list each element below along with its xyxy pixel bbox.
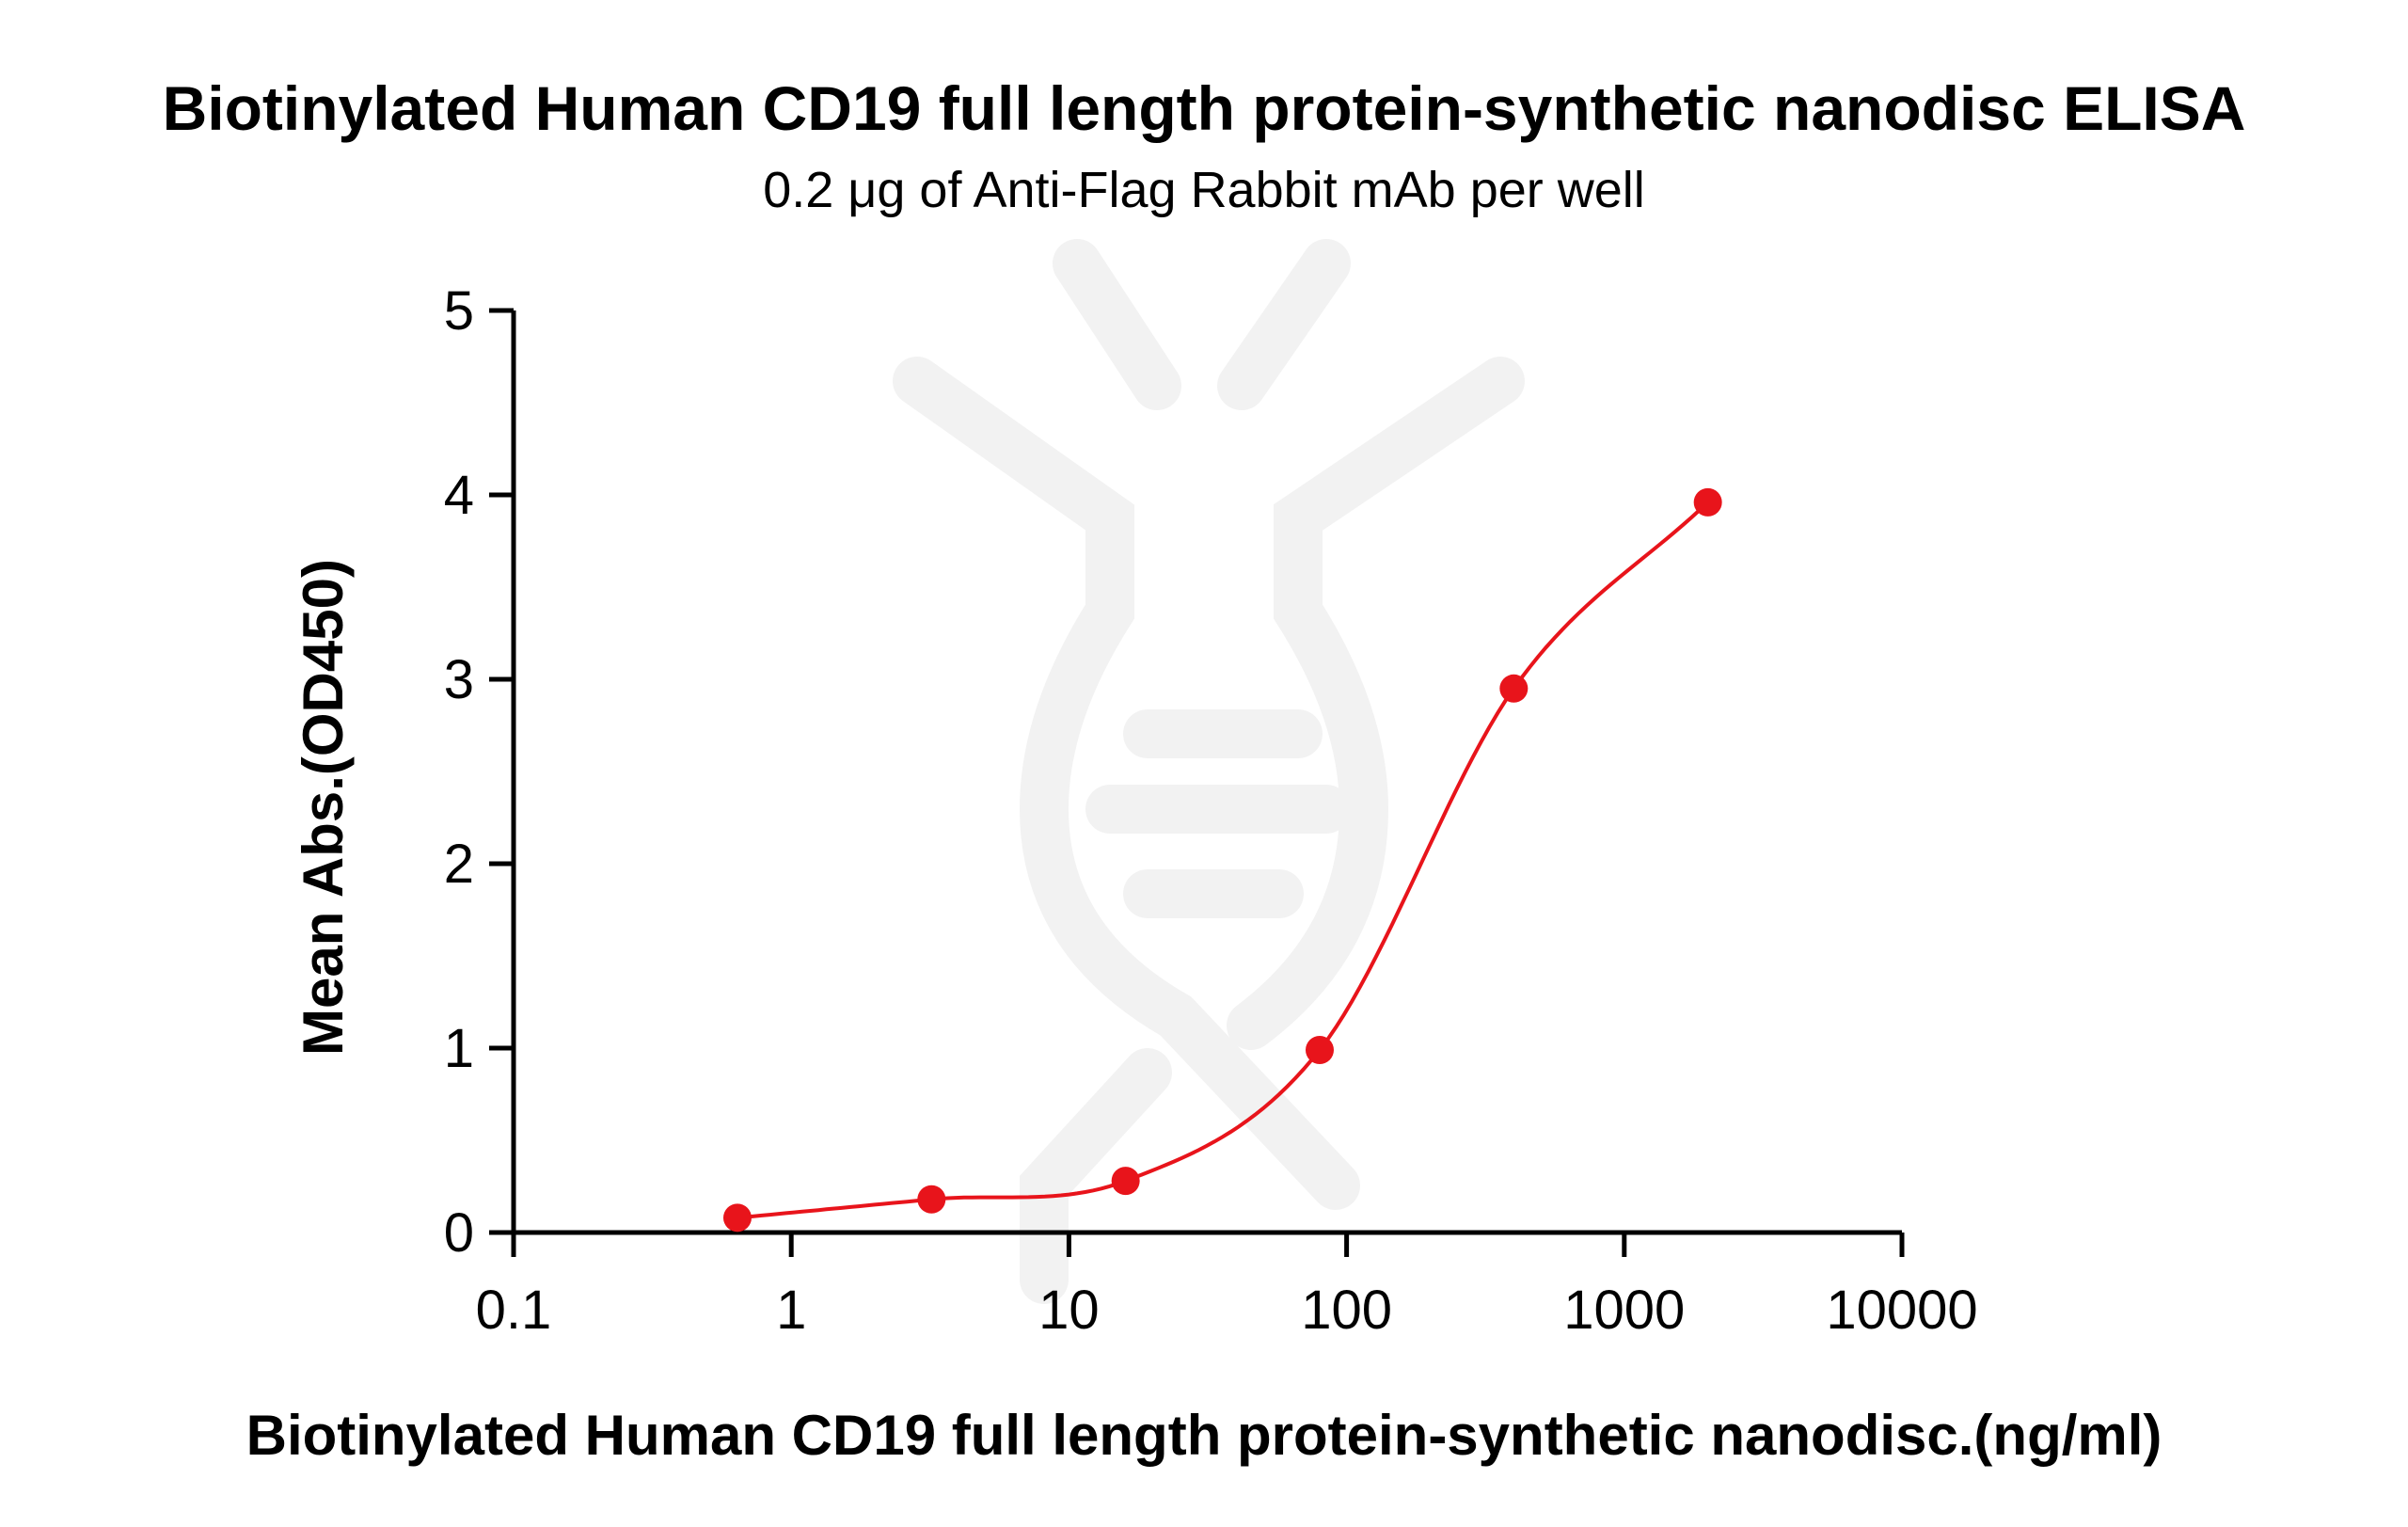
data-point: [1693, 487, 1722, 517]
x-tick-label: 1: [776, 1280, 806, 1341]
fit-curve-layer: [737, 501, 1710, 1220]
x-axis-label: Biotinylated Human CD19 full length prot…: [246, 1404, 2162, 1467]
y-tick-label: 3: [444, 649, 474, 710]
y-tick-label: 0: [444, 1202, 474, 1264]
y-axis-label: Mean Abs.(OD450): [292, 559, 355, 1056]
fit-curve: [737, 501, 1710, 1220]
tick-labels: 0 1 2 3 4 5 0.1 1 10 100 1000 10000: [444, 280, 1978, 1341]
data-point: [917, 1185, 946, 1214]
watermark-logo: [893, 239, 1525, 1304]
ticks: [489, 308, 1905, 1257]
x-tick-label: 1000: [1563, 1280, 1685, 1341]
data-point: [1111, 1167, 1140, 1196]
axes: [511, 310, 1902, 1235]
x-tick-label: 0.1: [476, 1280, 552, 1341]
data-points-layer: [722, 487, 1722, 1233]
data-point: [1305, 1035, 1334, 1064]
data-point: [722, 1203, 752, 1233]
y-tick-label: 2: [444, 834, 474, 895]
y-tick-label: 4: [444, 465, 474, 526]
x-tick-label: 10000: [1826, 1280, 1977, 1341]
x-tick-label: 100: [1301, 1280, 1392, 1341]
chart-subtitle: 0.2 μg of Anti-Flag Rabbit mAb per well: [763, 162, 1645, 218]
y-tick-label: 1: [444, 1018, 474, 1079]
data-point: [1499, 674, 1529, 703]
chart-title: Biotinylated Human CD19 full length prot…: [163, 73, 2246, 143]
y-tick-label: 5: [444, 280, 474, 342]
x-tick-label: 10: [1038, 1280, 1100, 1341]
